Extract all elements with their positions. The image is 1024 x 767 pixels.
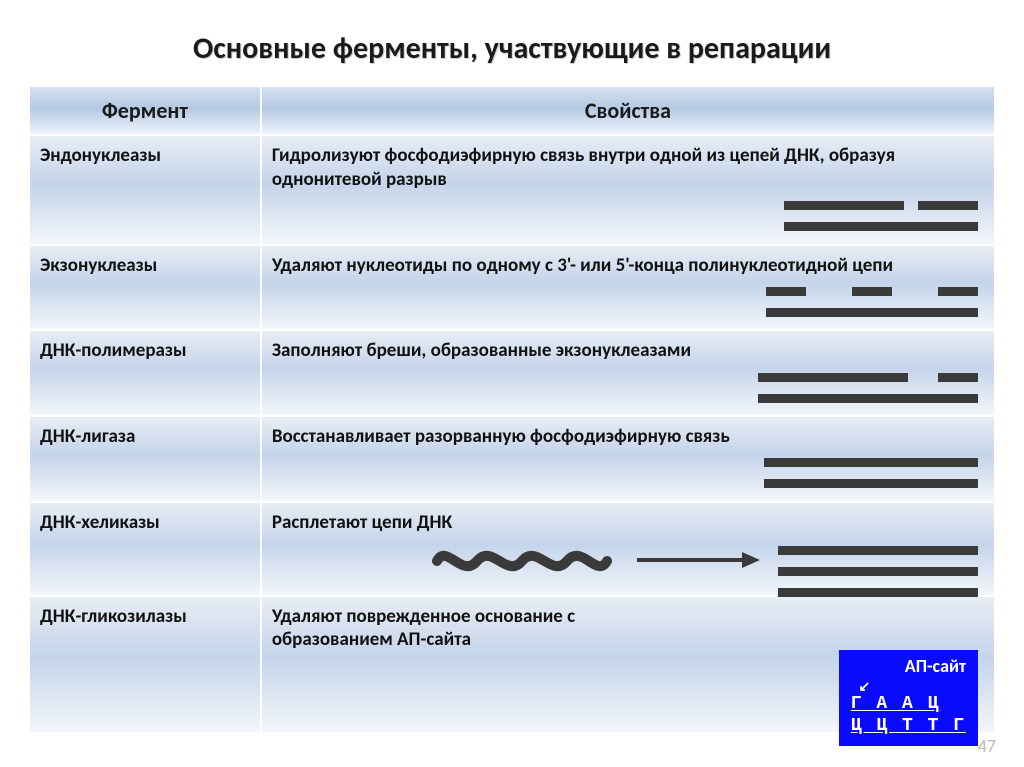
- enzyme-table: Фермент Свойства Эндонуклеазы Гидролизую…: [28, 85, 996, 734]
- page-title: Основные ферменты, участвующие в репарац…: [28, 30, 996, 67]
- diagram-nick: [272, 194, 984, 236]
- strand-segment: [938, 287, 978, 296]
- strand-segment: [918, 201, 978, 210]
- diagram-ap: АП-сайт ↙ Г А А Ц Ц Ц Т Т Г: [272, 654, 984, 724]
- enzyme-desc: Заполняют бреши, образованные экзонуклеа…: [272, 339, 984, 363]
- header-enzyme: Фермент: [29, 86, 261, 135]
- table-row: Экзонуклеазы Удаляют нуклеотиды по одном…: [29, 245, 995, 331]
- strand-segment: [784, 201, 904, 210]
- enzyme-name: Экзонуклеазы: [40, 254, 250, 277]
- table-row: ДНК-гликозилазы Удаляют поврежденное осн…: [29, 596, 995, 734]
- ap-label: АП-сайт: [851, 656, 966, 678]
- enzyme-name: ДНК-лигаза: [40, 425, 250, 448]
- strand-segment: [938, 373, 978, 382]
- slide: Основные ферменты, участвующие в репарац…: [0, 0, 1024, 767]
- ap-seq-bot: Ц Ц Т Т Г: [851, 716, 966, 738]
- diagram-gap: [272, 279, 984, 321]
- diagram-unwind: [272, 537, 984, 587]
- table-row: ДНК-полимеразы Заполняют бреши, образова…: [29, 330, 995, 416]
- diagram-ligate: [272, 451, 984, 493]
- enzyme-name: Эндонуклеазы: [40, 144, 250, 167]
- diagram-fill: [272, 365, 984, 407]
- arrow-down-icon: ↙: [851, 678, 966, 695]
- strand-segment: [784, 222, 978, 231]
- ap-seq-top: Г А А Ц: [851, 694, 966, 716]
- enzyme-desc: Удаляют поврежденное основание с образов…: [272, 605, 685, 653]
- header-props: Свойства: [261, 86, 995, 135]
- enzyme-name: ДНК-полимеразы: [40, 339, 250, 362]
- table-row: ДНК-лигаза Восстанавливает разорванную ф…: [29, 416, 995, 502]
- arrow-right-icon: [632, 545, 762, 575]
- enzyme-desc: Удаляют нуклеотиды по одному с 3'- или 5…: [272, 254, 984, 278]
- strand-segment: [778, 546, 978, 555]
- enzyme-name: ДНК-гликозилазы: [40, 605, 250, 628]
- strand-segment: [758, 394, 978, 403]
- strand-segment: [764, 458, 978, 467]
- enzyme-desc: Восстанавливает разорванную фосфодиэфирн…: [272, 425, 984, 449]
- enzyme-name: ДНК-хеликазы: [40, 511, 250, 534]
- strand-segment: [758, 373, 908, 382]
- strand-segment: [778, 567, 978, 576]
- strand-segment: [764, 479, 978, 488]
- strand-segment: [852, 287, 892, 296]
- table-row: Эндонуклеазы Гидролизуют фосфодиэфирную …: [29, 135, 995, 245]
- enzyme-desc: Гидролизуют фосфодиэфирную связь внутри …: [272, 144, 984, 192]
- table-row: ДНК-хеликазы Расплетают цепи ДНК: [29, 502, 995, 596]
- page-number: 47: [978, 735, 996, 757]
- table-header-row: Фермент Свойства: [29, 86, 995, 135]
- strand-segment: [766, 287, 806, 296]
- enzyme-desc: Расплетают цепи ДНК: [272, 511, 984, 535]
- coil-icon: [432, 541, 612, 581]
- ap-site-box: АП-сайт ↙ Г А А Ц Ц Ц Т Т Г: [839, 650, 978, 746]
- strand-segment: [766, 308, 978, 317]
